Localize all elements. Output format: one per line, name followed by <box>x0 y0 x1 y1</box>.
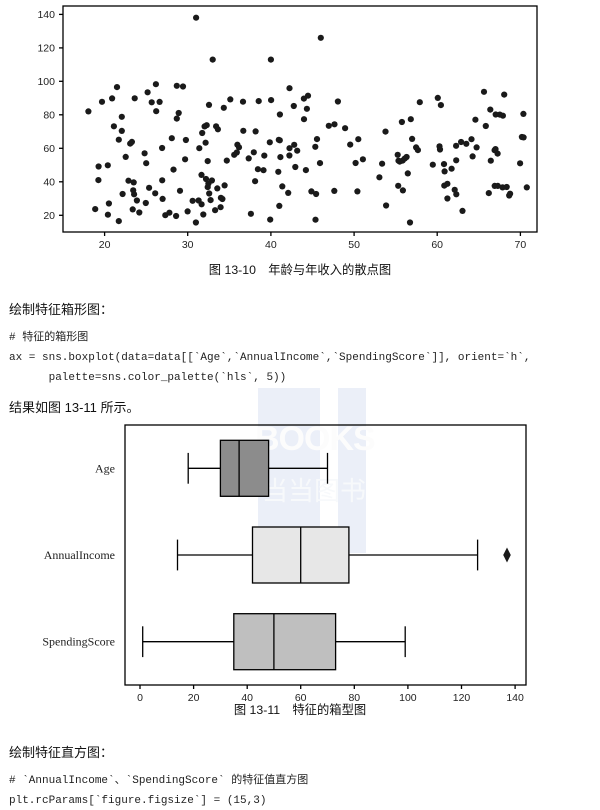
svg-text:AnnualIncome: AnnualIncome <box>44 548 115 562</box>
svg-text:40: 40 <box>265 239 277 251</box>
svg-text:SpendingScore: SpendingScore <box>42 635 115 649</box>
svg-text:20: 20 <box>99 239 111 251</box>
svg-text:BOOKS: BOOKS <box>255 420 375 458</box>
svg-text:140: 140 <box>37 9 55 21</box>
svg-text:60: 60 <box>431 239 443 251</box>
svg-text:80: 80 <box>43 109 55 121</box>
svg-text:20: 20 <box>43 210 55 222</box>
svg-text:当当图书: 当当图书 <box>262 476 366 506</box>
svg-text:70: 70 <box>515 239 527 251</box>
svg-text:50: 50 <box>348 239 360 251</box>
svg-text:60: 60 <box>43 143 55 155</box>
svg-text:120: 120 <box>37 42 55 54</box>
svg-text:40: 40 <box>43 176 55 188</box>
svg-text:30: 30 <box>182 239 194 251</box>
svg-text:100: 100 <box>37 76 55 88</box>
svg-text:Age: Age <box>95 461 115 475</box>
